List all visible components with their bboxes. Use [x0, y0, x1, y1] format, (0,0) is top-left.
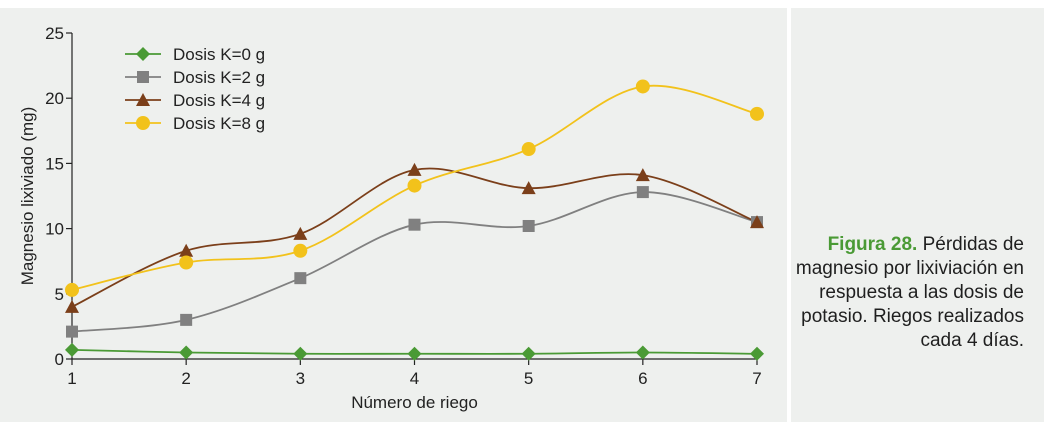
- data-point-s0-4: [521, 346, 536, 361]
- data-point-s1-3: [408, 218, 421, 231]
- y-tick-label: 5: [55, 285, 64, 304]
- figure-label: Figura 28.: [827, 234, 918, 255]
- data-point-s1-4: [522, 219, 535, 232]
- data-point-s1-5: [636, 186, 649, 199]
- data-point-s2-3: [407, 162, 422, 176]
- legend-marker-0: [136, 47, 150, 61]
- y-tick-label: 15: [45, 154, 64, 173]
- x-tick-label: 4: [410, 369, 419, 388]
- data-point-s0-3: [407, 346, 422, 361]
- legend-marker-3: [136, 116, 150, 130]
- figure-caption: Figura 28. Pérdidas de magnesio por lixi…: [774, 233, 1024, 353]
- x-tick-label: 5: [524, 369, 533, 388]
- data-point-s0-5: [635, 345, 650, 360]
- legend-marker-1: [137, 71, 149, 83]
- x-tick-label: 3: [296, 369, 305, 388]
- legend-label-3: Dosis K=8 g: [173, 114, 265, 133]
- data-point-s1-1: [180, 313, 193, 326]
- data-point-s3-3: [407, 178, 422, 193]
- data-point-s0-6: [750, 346, 764, 361]
- data-point-s2-6: [750, 215, 764, 229]
- y-tick-label: 0: [55, 350, 64, 369]
- data-point-s3-0: [65, 282, 79, 297]
- data-point-s3-4: [521, 142, 536, 157]
- legend-marker-2: [136, 93, 150, 106]
- y-tick-label: 25: [45, 24, 64, 43]
- y-tick-label: 10: [45, 220, 64, 239]
- y-tick-label: 20: [45, 89, 64, 108]
- data-point-s2-1: [179, 243, 194, 257]
- data-point-s0-1: [179, 345, 194, 360]
- line-chart: 0 5 10 15 20 25 1 2 3 4 5 6 7 Número de riego Magnesio…: [18, 24, 764, 412]
- legend-label-0: Dosis K=0 g: [173, 45, 265, 64]
- caption-panel: Figura 28. Pérdidas de magnesio por lixi…: [791, 8, 1044, 422]
- data-point-s3-1: [179, 255, 194, 270]
- caption-text: Pérdidas de magnesio por lixiviación en …: [795, 234, 1024, 351]
- data-point-s0-0: [65, 342, 79, 357]
- x-tick-label: 7: [752, 369, 761, 388]
- data-point-s2-5: [635, 168, 650, 182]
- x-axis-label: Número de riego: [351, 393, 478, 412]
- data-point-s2-2: [293, 226, 308, 240]
- series-line-1: [71, 191, 758, 333]
- legend-label-1: Dosis K=2 g: [173, 68, 265, 87]
- x-tick-label: 2: [181, 369, 190, 388]
- data-point-s1-0: [66, 325, 78, 338]
- data-point-s0-2: [293, 346, 308, 361]
- data-point-s3-5: [635, 79, 650, 94]
- x-tick-label: 1: [67, 369, 76, 388]
- data-point-s3-6: [750, 106, 764, 121]
- data-point-s3-2: [293, 243, 308, 258]
- chart-panel: 0 5 10 15 20 25 1 2 3 4 5 6 7 Número de riego Magnesio…: [0, 8, 787, 422]
- x-tick-label: 6: [638, 369, 647, 388]
- data-point-s2-0: [65, 299, 79, 313]
- y-axis-label: Magnesio lixiviado (mg): [18, 107, 37, 286]
- data-point-s2-4: [521, 181, 536, 195]
- data-point-s1-2: [294, 272, 307, 285]
- legend-label-2: Dosis K=4 g: [173, 91, 265, 110]
